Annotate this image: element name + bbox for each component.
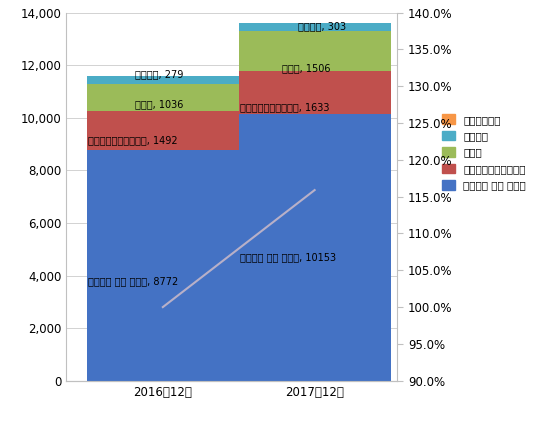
Bar	[87, 84, 238, 111]
Text: オリックスカーシェア, 1492: オリックスカーシェア, 1492	[88, 135, 178, 145]
Text: カレコ, 1506: カレコ, 1506	[282, 63, 330, 73]
Bar	[87, 150, 238, 381]
Bar	[87, 76, 238, 84]
Legend: アース・カー, ガリテコ, カレコ, オリックスカーシェア, タイムズ カー プラス: アース・カー, ガリテコ, カレコ, オリックスカーシェア, タイムズ カー プ…	[442, 115, 526, 191]
Bar	[238, 31, 390, 71]
Text: ガリテコ, 279: ガリテコ, 279	[135, 69, 184, 80]
Text: タイムズ カー プラス, 10153: タイムズ カー プラス, 10153	[240, 252, 336, 262]
Text: ガリテコ, 303: ガリテコ, 303	[298, 21, 346, 31]
Text: カレコ, 1036: カレコ, 1036	[135, 99, 184, 109]
Text: オリックスカーシェア, 1633: オリックスカーシェア, 1633	[240, 102, 330, 113]
Text: タイムズ カー プラス, 8772: タイムズ カー プラス, 8772	[88, 276, 178, 286]
Bar	[238, 114, 390, 381]
Bar	[238, 23, 390, 31]
Bar	[238, 71, 390, 114]
Bar	[87, 111, 238, 150]
